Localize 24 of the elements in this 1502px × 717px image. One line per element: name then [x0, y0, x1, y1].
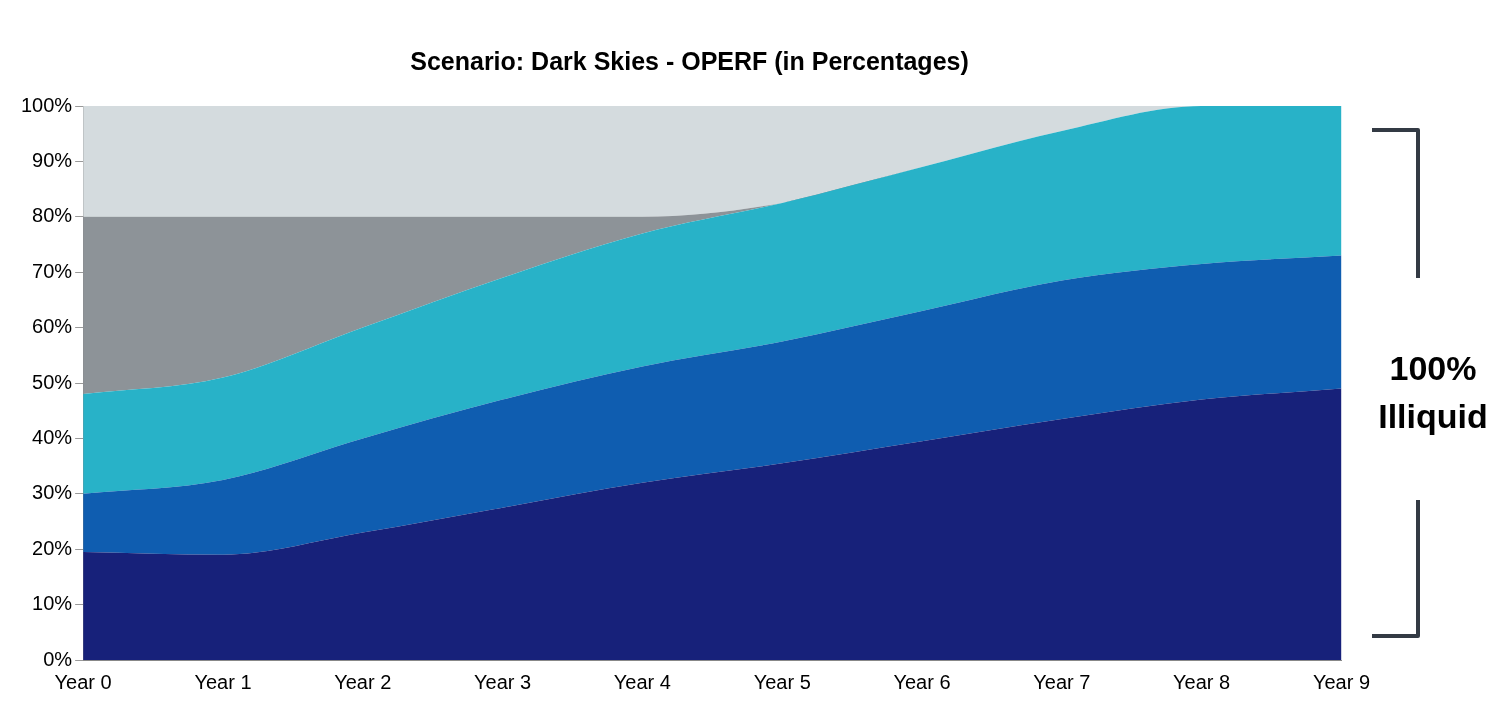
x-tick-label: Year 7	[1033, 670, 1091, 693]
y-tick-label: 0%	[43, 647, 73, 670]
y-tick-label: 50%	[32, 370, 73, 393]
y-tick-label: 70%	[32, 259, 73, 282]
chart-title: Scenario: Dark Skies - OPERF (in Percentages)	[410, 46, 969, 75]
y-tick-label: 40%	[32, 425, 73, 448]
y-tick-label: 90%	[32, 148, 73, 171]
x-tick-label: Year 5	[753, 670, 811, 693]
y-tick-label: 100%	[21, 93, 73, 116]
x-tick-label: Year 2	[334, 670, 392, 693]
x-tick-label: Year 6	[893, 670, 951, 693]
x-tick-label: Year 9	[1312, 670, 1370, 693]
x-tick-label: Year 3	[474, 670, 532, 693]
y-tick-label: 60%	[32, 315, 73, 338]
x-tick-label: Year 1	[194, 670, 252, 693]
text: 100%	[1388, 348, 1478, 389]
y-tick-label: 20%	[32, 536, 73, 559]
x-tick-label: Year 8	[1173, 670, 1231, 693]
x-tick-label: Year 0	[54, 670, 112, 693]
x-tick-label: Year 4	[613, 670, 671, 693]
y-tick-label: 30%	[32, 481, 73, 504]
text: Illiquid	[1377, 396, 1489, 437]
y-tick-label: 80%	[32, 204, 73, 227]
y-tick-label: 10%	[32, 592, 73, 615]
